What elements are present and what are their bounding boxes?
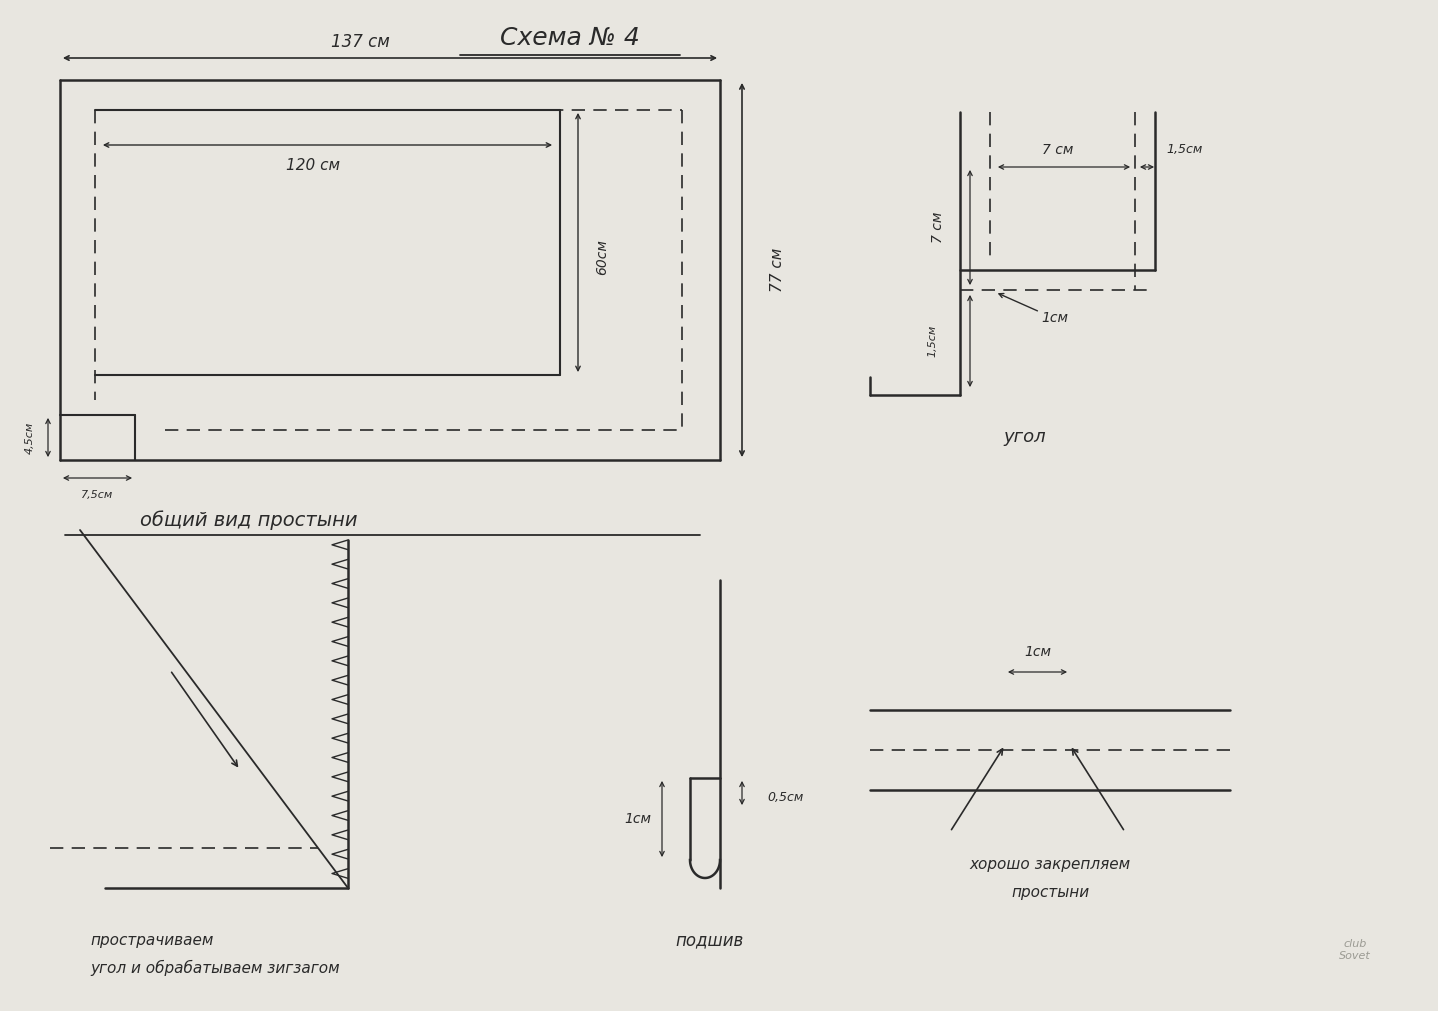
Text: Схема № 4: Схема № 4 bbox=[500, 26, 640, 50]
Text: общий вид простыни: общий вид простыни bbox=[139, 511, 358, 530]
Text: 120 см: 120 см bbox=[286, 158, 339, 173]
Text: 1,5см: 1,5см bbox=[928, 325, 938, 357]
Text: подшив: подшив bbox=[676, 931, 743, 949]
Text: 7 см: 7 см bbox=[1041, 143, 1073, 157]
Text: 7 см: 7 см bbox=[930, 212, 945, 244]
Text: прострачиваем: прострачиваем bbox=[91, 932, 213, 947]
Text: простыни: простыни bbox=[1011, 885, 1089, 900]
Text: 60см: 60см bbox=[595, 240, 610, 275]
Text: угол и обрабатываем зигзагом: угол и обрабатываем зигзагом bbox=[91, 959, 339, 976]
Text: 7,5см: 7,5см bbox=[82, 490, 114, 500]
Text: угол: угол bbox=[1004, 428, 1047, 446]
Text: 137 см: 137 см bbox=[331, 33, 390, 51]
Text: 1см: 1см bbox=[1024, 645, 1051, 659]
Text: club
Sovet: club Sovet bbox=[1339, 939, 1370, 960]
Text: 1см: 1см bbox=[624, 812, 651, 826]
Text: 1см: 1см bbox=[1041, 311, 1068, 325]
Text: 4,5см: 4,5см bbox=[24, 422, 35, 454]
Text: 1,5см: 1,5см bbox=[1166, 144, 1204, 157]
Text: 0,5см: 0,5см bbox=[766, 792, 804, 805]
Text: 77 см: 77 см bbox=[771, 248, 785, 292]
Text: хорошо закрепляем: хорошо закрепляем bbox=[969, 857, 1130, 872]
